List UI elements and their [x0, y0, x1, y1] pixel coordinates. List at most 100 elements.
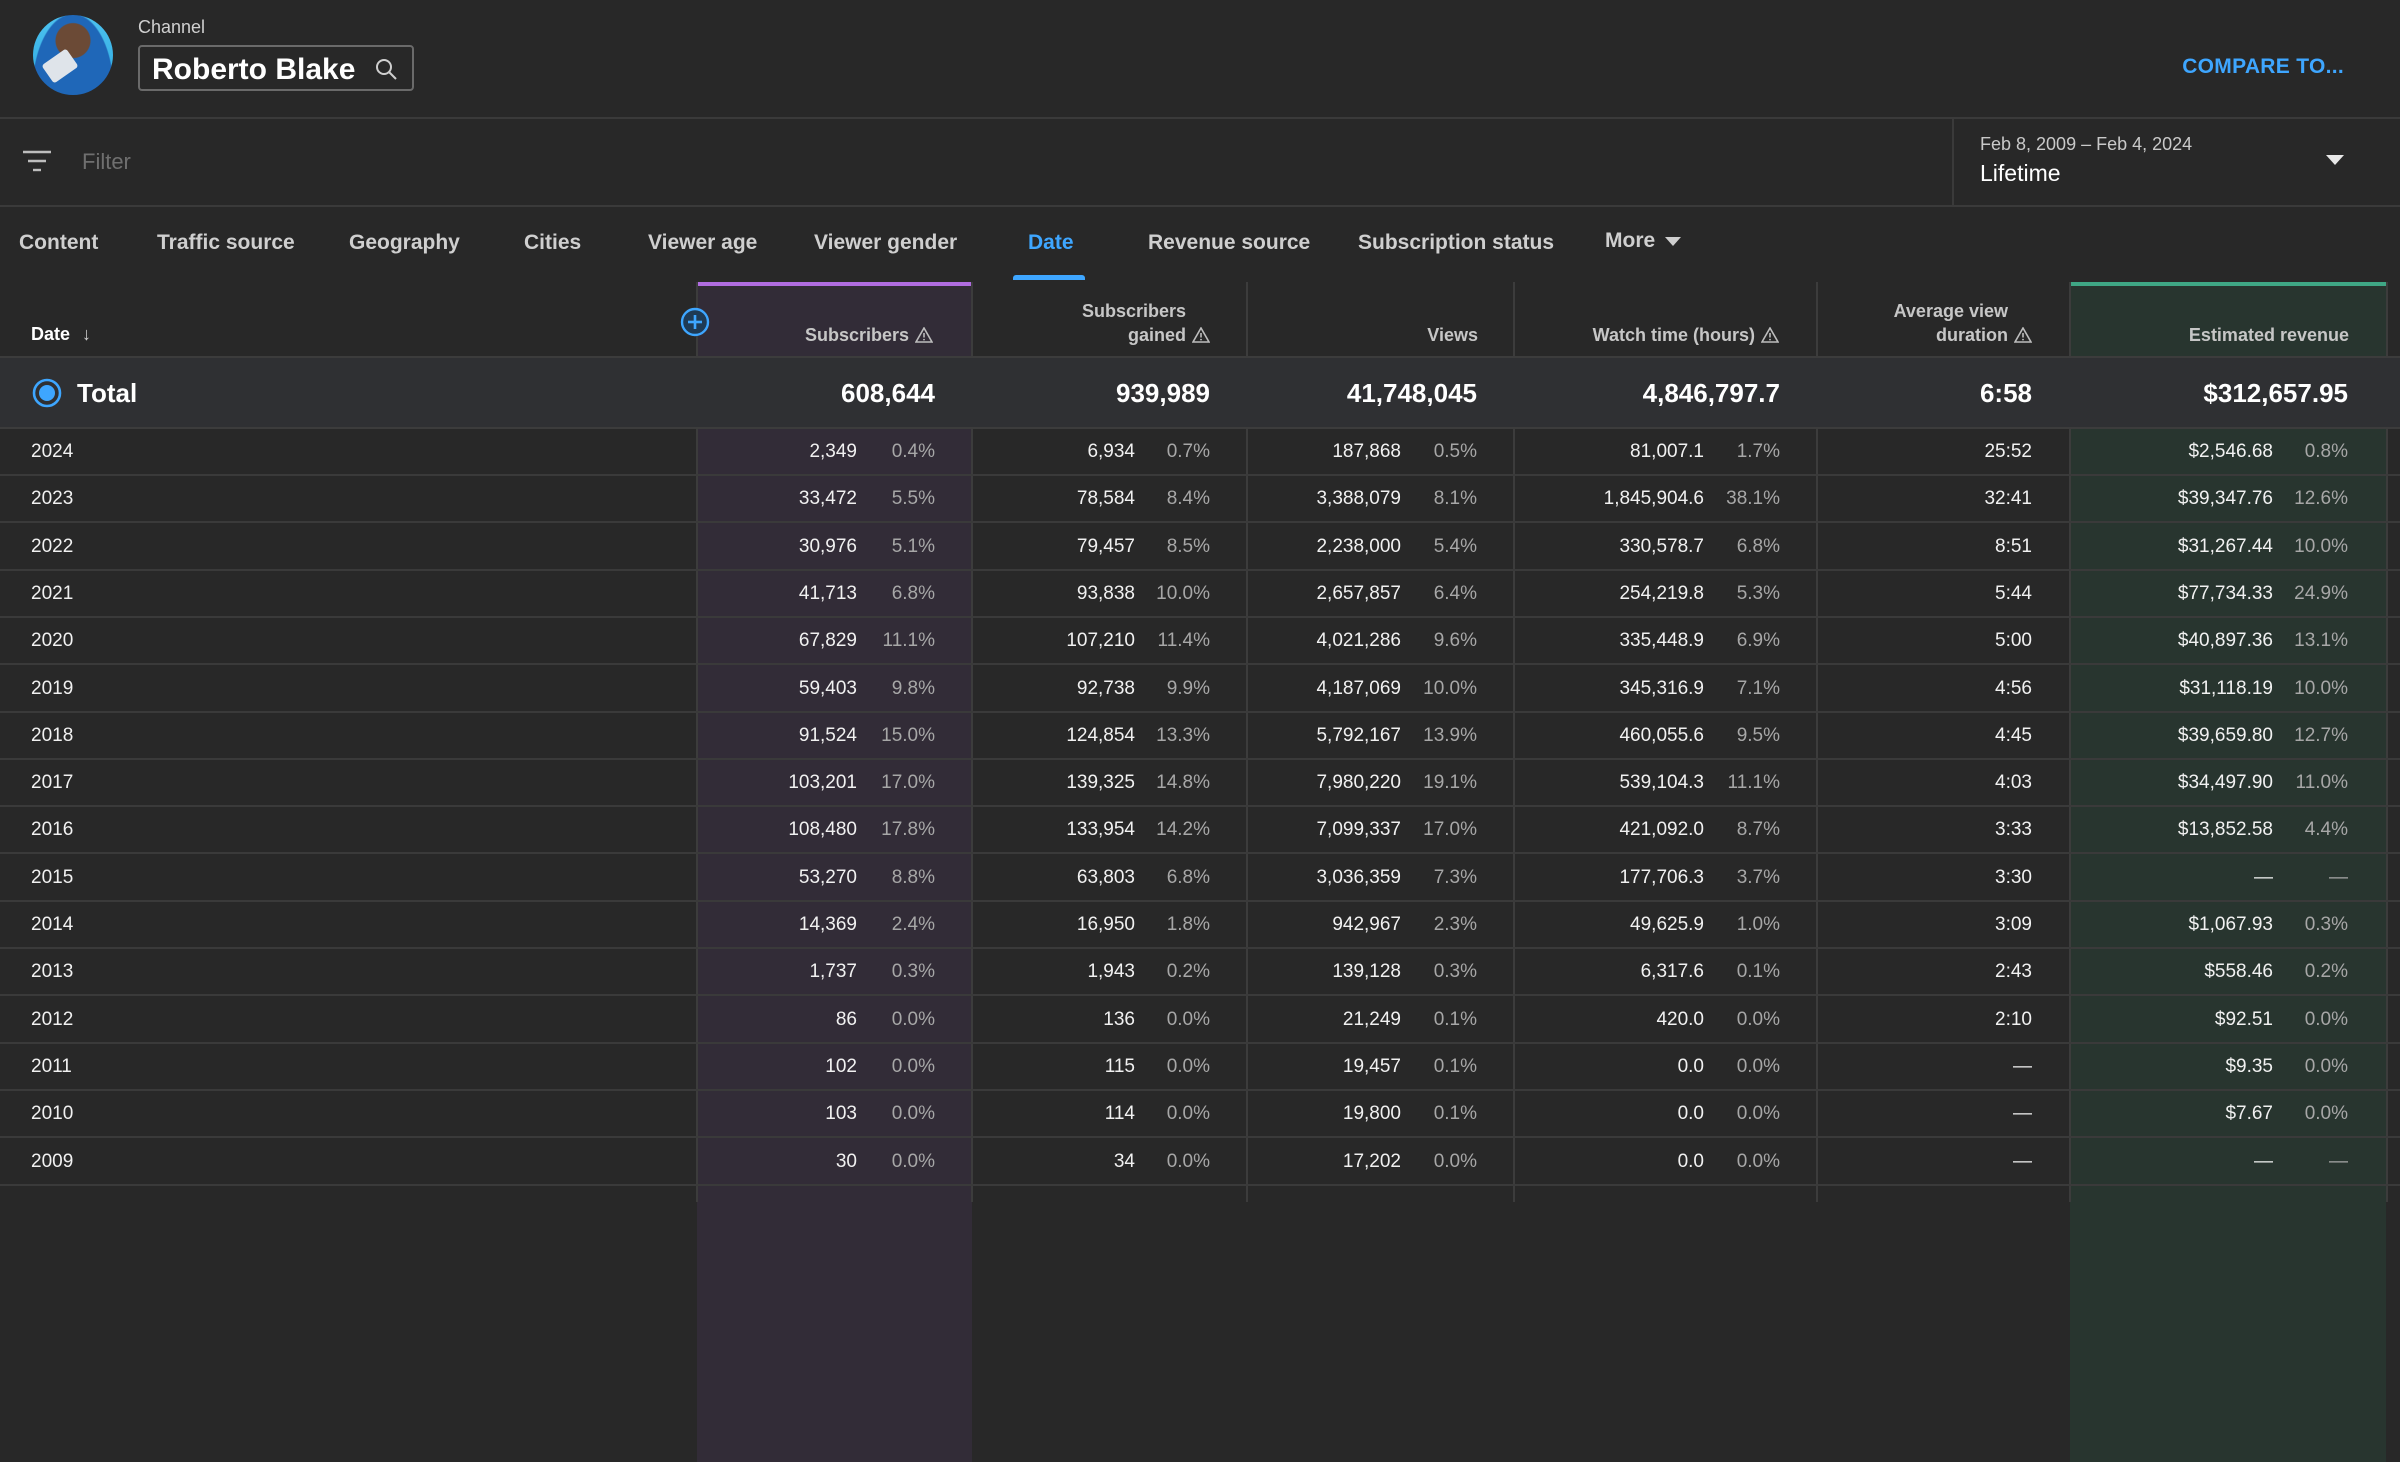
table-row[interactable]: 2022 30,976 5.1% 79,457 8.5% 2,238,000 5.4% 330… — [0, 524, 2400, 571]
watch-time-pct-cell: 0.0% — [1736, 1103, 1780, 1125]
subscribers-pct-cell: 8.8% — [891, 866, 935, 888]
table-row[interactable]: 2017 103,201 17.0% 139,325 14.8% 7,980,220 19.… — [0, 760, 2400, 808]
subscribers-cell: 102 — [825, 1055, 857, 1077]
subscribers-cell: 103,201 — [788, 772, 857, 794]
watch-time-cell: 0.0 — [1677, 1150, 1704, 1172]
subscribers-gained-cell: 34 — [1113, 1150, 1135, 1172]
tab-viewer-gender[interactable]: Viewer gender — [814, 231, 958, 254]
tab-more[interactable]: More — [1605, 229, 1682, 253]
tab-geography[interactable]: Geography — [349, 231, 460, 254]
subscribers-gained-pct-cell: 0.0% — [1166, 1103, 1210, 1125]
channel-selector[interactable]: Roberto Blake — [138, 45, 414, 91]
avg-view-duration-cell: 25:52 — [1984, 441, 2032, 462]
estimated-revenue-column-header[interactable]: Estimated revenue — [2188, 325, 2349, 345]
avg-view-duration-cell: 5:44 — [1995, 582, 2032, 604]
subscribers-gained-cell: 16,950 — [1076, 914, 1135, 935]
filter-icon[interactable] — [22, 149, 52, 173]
year-cell: 2018 — [31, 724, 74, 746]
table-row[interactable]: 2021 41,713 6.8% 93,838 10.0% 2,657,857 6.4% 25… — [0, 571, 2400, 618]
search-icon[interactable] — [374, 57, 398, 81]
views-column-header[interactable]: Views — [1427, 325, 1478, 345]
views-cell: 3,388,079 — [1316, 488, 1401, 510]
channel-avatar — [33, 15, 113, 95]
table-row[interactable]: 2009 30 0.0% 34 0.0% 17,202 0.0% 0.0 0.0% — — — — [0, 1139, 2400, 1186]
date-column-header[interactable]: Date ↓ — [31, 324, 91, 345]
views-pct-cell: 0.1% — [1433, 1008, 1477, 1030]
chevron-down-icon — [1665, 236, 1682, 246]
estimated-revenue-pct-cell: — — [2329, 866, 2348, 888]
warning-icon[interactable] — [1192, 327, 1210, 343]
subscribers-pct-cell: 0.0% — [891, 1055, 935, 1077]
table-row[interactable]: 2016 108,480 17.8% 133,954 14.2% 7,099,337 17.… — [0, 807, 2400, 855]
table-row[interactable]: 2012 86 0.0% 136 0.0% 21,249 0.1% 420.0 0.0% 2:10… — [0, 997, 2400, 1044]
total-row[interactable]: Total 608,644 939,989 41,748,045 4,846,7… — [0, 358, 2400, 429]
table-row[interactable]: 2024 2,349 0.4% 6,934 0.7% 187,868 0.5% 81,007.… — [0, 429, 2400, 476]
estimated-revenue-pct-cell: 0.2% — [2304, 961, 2348, 983]
watch-time-pct-cell: 0.1% — [1736, 961, 1780, 983]
subscribers-gained-pct-cell: 0.0% — [1166, 1055, 1210, 1077]
watch-time-cell: 539,104.3 — [1619, 772, 1704, 794]
warning-icon[interactable] — [1761, 327, 1779, 343]
estimated-revenue-cell: $92.51 — [2214, 1008, 2273, 1030]
views-pct-cell: 0.5% — [1433, 441, 1477, 462]
year-cell: 2013 — [31, 961, 74, 983]
views-pct-cell: 0.1% — [1433, 1055, 1477, 1077]
year-cell: 2012 — [31, 1008, 74, 1030]
warning-icon[interactable] — [2014, 327, 2032, 343]
table-row[interactable]: 2013 1,737 0.3% 1,943 0.2% 139,128 0.3% 6,317.6… — [0, 949, 2400, 997]
table-row[interactable]: 2019 59,403 9.8% 92,738 9.9% 4,187,069 10.0% 34… — [0, 666, 2400, 713]
views-cell: 187,868 — [1332, 441, 1401, 462]
add-column-icon[interactable] — [680, 307, 710, 337]
tab-revenue-source[interactable]: Revenue source — [1148, 231, 1311, 254]
subscribers-gained-pct-cell: 13.3% — [1156, 724, 1210, 746]
subscribers-pct-cell: 11.1% — [882, 630, 935, 652]
views-cell: 139,128 — [1332, 961, 1401, 983]
radio-selected-icon[interactable] — [32, 378, 62, 408]
warning-icon[interactable] — [915, 327, 933, 343]
tab-subscription-status[interactable]: Subscription status — [1358, 231, 1555, 254]
tab-viewer-age[interactable]: Viewer age — [648, 231, 758, 254]
watch-time-column-header[interactable]: Watch time (hours) — [1593, 323, 1779, 347]
avg-view-duration-cell: — — [2013, 1103, 2032, 1125]
tab-cities[interactable]: Cities — [524, 231, 582, 254]
estimated-revenue-pct-cell: 10.0% — [2294, 535, 2348, 557]
compare-button[interactable]: COMPARE TO... — [2182, 55, 2344, 78]
subscribers-cell: 103 — [825, 1103, 857, 1125]
table-row[interactable]: 2011 102 0.0% 115 0.0% 19,457 0.1% 0.0 0.0% — $9.3… — [0, 1044, 2400, 1091]
tab-date[interactable]: Date — [1028, 231, 1074, 254]
table-row[interactable]: 2018 91,524 15.0% 124,854 13.3% 5,792,167 13.9… — [0, 713, 2400, 760]
subscribers-gained-pct-cell: 1.8% — [1166, 914, 1210, 935]
views-pct-cell: 5.4% — [1433, 535, 1477, 557]
table-row[interactable]: 2010 103 0.0% 114 0.0% 19,800 0.1% 0.0 0.0% — $7.6… — [0, 1091, 2400, 1139]
table-row[interactable]: 2023 33,472 5.5% 78,584 8.4% 3,388,079 8.1% 1,8… — [0, 476, 2400, 524]
avg-view-duration-cell: 4:03 — [1995, 772, 2032, 794]
estimated-revenue-cell: $77,734.33 — [2177, 582, 2273, 604]
subscribers-gained-pct-cell: 8.5% — [1166, 535, 1210, 557]
subscribers-cell: 14,369 — [798, 914, 857, 935]
column-divider — [1246, 282, 1248, 1202]
avg-view-duration-cell: 4:56 — [1995, 677, 2032, 699]
table-row[interactable]: 2020 67,829 11.1% 107,210 11.4% 4,021,286 9.6%… — [0, 618, 2400, 666]
views-pct-cell: 6.4% — [1433, 582, 1477, 604]
subscribers-cell: 41,713 — [798, 582, 857, 604]
views-cell: 19,800 — [1342, 1103, 1401, 1125]
subscribers-gained-cell: 114 — [1104, 1103, 1135, 1125]
estimated-revenue-pct-cell: 11.0% — [2295, 772, 2348, 794]
watch-time-cell: 420.0 — [1656, 1008, 1704, 1030]
avg-view-duration-column-header[interactable]: Average view duration — [1894, 299, 2032, 347]
table-row[interactable]: 2015 53,270 8.8% 63,803 6.8% 3,036,359 7.3% 177… — [0, 855, 2400, 902]
total-subscribers: 608,644 — [841, 378, 935, 408]
views-pct-cell: 10.0% — [1423, 677, 1477, 699]
subscribers-gained-column-header[interactable]: Subscribers gained — [1082, 299, 1210, 347]
subscribers-column-header[interactable]: Subscribers — [805, 323, 933, 347]
avg-view-duration-cell: 2:10 — [1995, 1008, 2032, 1030]
tab-content[interactable]: Content — [19, 231, 99, 254]
views-pct-cell: 0.3% — [1433, 961, 1477, 983]
tab-traffic-source[interactable]: Traffic source — [157, 231, 295, 254]
date-range-picker[interactable]: Feb 8, 2009 – Feb 4, 2024 Lifetime — [1952, 119, 2400, 205]
table-row[interactable]: 2014 14,369 2.4% 16,950 1.8% 942,967 2.3% 49,62… — [0, 902, 2400, 949]
estimated-revenue-cell: $39,347.76 — [2177, 488, 2273, 510]
subscribers-gained-cell: 92,738 — [1076, 677, 1135, 699]
filter-input[interactable] — [80, 143, 1884, 181]
subscribers-cell: 67,829 — [798, 630, 857, 652]
